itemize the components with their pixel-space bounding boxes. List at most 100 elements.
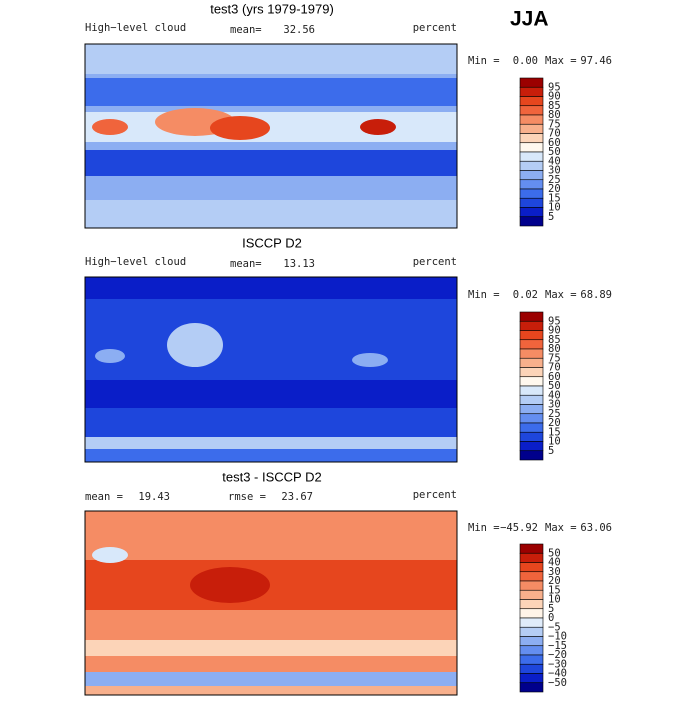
- map-band: [85, 449, 457, 462]
- map-frame: [84, 510, 458, 696]
- map-blob: [190, 567, 270, 603]
- colorbar-label: 80: [548, 343, 561, 355]
- units: percent: [413, 22, 457, 34]
- colorbar-box: [519, 589, 544, 600]
- colorbar-label: 60: [548, 137, 561, 149]
- colorbar-box: [519, 636, 544, 647]
- variable: High−level cloud: [85, 22, 186, 34]
- min: −45.92: [500, 522, 538, 534]
- colorbar-label: 30: [548, 566, 561, 578]
- max-label: Max =: [545, 522, 577, 534]
- map-frame: [84, 43, 458, 229]
- colorbar-box: [519, 431, 544, 442]
- colorbar-box: [519, 311, 544, 322]
- min: 0.00: [513, 55, 538, 67]
- colorbar-box: [519, 441, 544, 452]
- colorbar-label: −30: [548, 658, 567, 670]
- colorbar-label: 90: [548, 325, 561, 337]
- colorbar-label: 75: [548, 352, 561, 364]
- max-label: Max =: [545, 289, 577, 301]
- variable: High−level cloud: [85, 256, 186, 268]
- colorbar-label: −40: [548, 668, 567, 680]
- colorbar-label: 80: [548, 109, 561, 121]
- colorbar-label: 25: [548, 174, 561, 186]
- colorbar-label: 95: [548, 315, 561, 327]
- map-band: [85, 44, 457, 74]
- min: 0.02: [513, 289, 538, 301]
- units: percent: [413, 256, 457, 268]
- colorbar-box: [519, 170, 544, 181]
- colorbar-label: 85: [548, 100, 561, 112]
- colorbar-label: 10: [548, 436, 561, 448]
- colorbar-box: [519, 617, 544, 628]
- mean: 19.43: [138, 491, 170, 503]
- colorbar-box: [519, 376, 544, 387]
- colorbar-box: [519, 86, 544, 97]
- max: 68.89: [580, 289, 612, 301]
- colorbar-box: [519, 133, 544, 144]
- colorbar-box: [519, 450, 544, 461]
- colorbar-label: 30: [548, 399, 561, 411]
- units: percent: [413, 489, 457, 501]
- colorbar-box: [519, 179, 544, 190]
- colorbar-box: [519, 330, 544, 341]
- map: [84, 276, 458, 463]
- map-blob: [167, 323, 223, 367]
- map-blob: [210, 116, 270, 140]
- colorbar-box: [519, 357, 544, 368]
- mean: 32.56: [283, 24, 315, 36]
- panel-title: test3 - ISCCP D2: [222, 469, 321, 484]
- colorbar-label: 40: [548, 389, 561, 401]
- colorbar-label: 50: [548, 146, 561, 158]
- colorbar-label: 75: [548, 118, 561, 130]
- map: [84, 43, 458, 229]
- map-band: [85, 78, 457, 106]
- colorbar-label: 10: [548, 202, 561, 214]
- map-band: [85, 686, 457, 695]
- colorbar-box: [519, 599, 544, 610]
- colorbar-label: 40: [548, 155, 561, 167]
- colorbar-box: [519, 105, 544, 116]
- colorbar-box: [519, 413, 544, 424]
- map-blob: [92, 119, 128, 135]
- colorbar-label: 40: [548, 557, 561, 569]
- rmse-label: rmse =: [228, 491, 266, 503]
- colorbar-box: [519, 348, 544, 359]
- mean-label: mean=: [230, 24, 262, 36]
- colorbar-label: 5: [548, 603, 554, 615]
- colorbar-box: [519, 123, 544, 134]
- map-band: [85, 640, 457, 656]
- colorbar-label: −5: [548, 621, 561, 633]
- mean-label: mean=: [230, 258, 262, 270]
- map-blob: [92, 547, 128, 563]
- colorbar-label: 5: [548, 445, 554, 457]
- colorbar-box: [519, 682, 544, 693]
- mean-label: mean =: [85, 491, 123, 503]
- season: JJA: [510, 8, 549, 31]
- max-label: Max =: [545, 55, 577, 67]
- colorbar-box: [519, 142, 544, 153]
- colorbar-label: 25: [548, 408, 561, 420]
- colorbar-box: [519, 626, 544, 637]
- colorbar-label: 50: [548, 547, 561, 559]
- colorbar-box: [519, 216, 544, 227]
- map-frame: [84, 276, 458, 463]
- map-band: [85, 672, 457, 686]
- colorbar-box: [519, 645, 544, 656]
- colorbar-label: 70: [548, 128, 561, 140]
- colorbar-box: [519, 96, 544, 107]
- colorbar-label: 60: [548, 371, 561, 383]
- map-band: [85, 437, 457, 449]
- colorbar-box: [519, 422, 544, 433]
- colorbar-label: −10: [548, 631, 567, 643]
- map-blob: [352, 353, 388, 367]
- colorbar-box: [519, 580, 544, 591]
- max: 97.46: [580, 55, 612, 67]
- colorbar-box: [519, 197, 544, 208]
- colorbar-label: 20: [548, 417, 561, 429]
- mean: 13.13: [283, 258, 315, 270]
- colorbar-box: [519, 673, 544, 684]
- colorbar-label: 70: [548, 362, 561, 374]
- colorbar-box: [519, 543, 544, 554]
- colorbar-box: [519, 77, 544, 88]
